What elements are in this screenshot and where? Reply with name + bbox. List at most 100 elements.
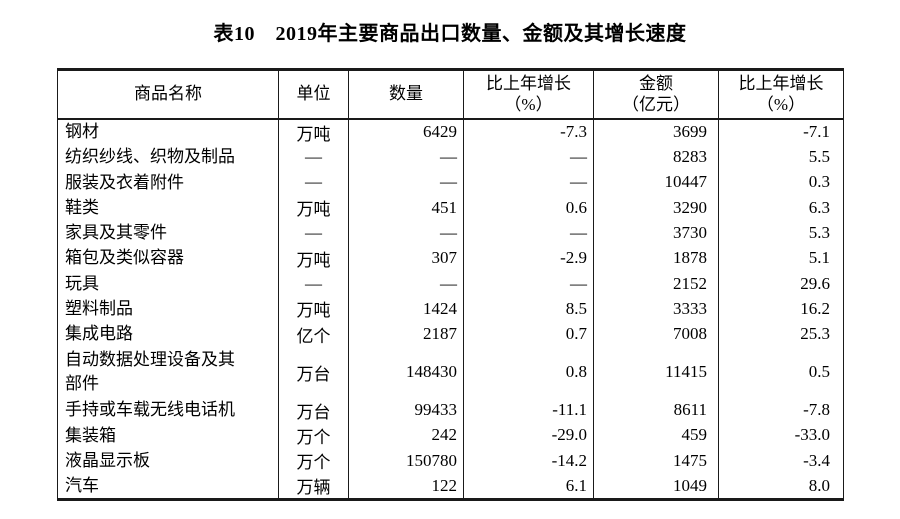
cell-unit: 万吨 xyxy=(278,296,349,322)
cell-unit: 万个 xyxy=(278,422,349,449)
cell-value-growth: 8.0 xyxy=(718,473,844,500)
cell-value: 459 xyxy=(593,422,719,449)
cell-quantity-growth: 6.1 xyxy=(463,473,594,500)
cell-value-growth: 25.3 xyxy=(718,321,844,347)
table-row: 自动数据处理设备及其 部件 万台 148430 0.8 11415 0.5 xyxy=(57,346,844,398)
cell-quantity-growth: 0.7 xyxy=(463,321,594,347)
cell-name: 纺织纱线、织物及制品 xyxy=(57,144,279,170)
cell-quantity-growth: — xyxy=(463,270,594,297)
cell-name: 液晶显示板 xyxy=(57,448,279,474)
cell-name: 服装及衣着附件 xyxy=(57,169,279,196)
table-row: 家具及其零件 — — —3730 5.3 xyxy=(57,220,844,246)
cell-name: 集装箱 xyxy=(57,422,279,449)
cell-value: 3699 xyxy=(593,118,719,145)
cell-value-growth: -33.0 xyxy=(718,422,844,449)
cell-unit: — xyxy=(278,144,349,170)
cell-quantity-growth: -14.2 xyxy=(463,448,594,474)
cell-value-growth: 5.3 xyxy=(718,220,844,246)
table-row: 液晶显示板 万个 150780 -14.2 1475 -3.4 xyxy=(57,448,844,474)
cell-unit: 万个 xyxy=(278,448,349,474)
cell-value: 1049 xyxy=(593,473,719,500)
cell-name: 自动数据处理设备及其 部件 xyxy=(57,346,279,398)
table-row: 手持或车载无线电话机 万台 99433 -11.1 8611 -7.8 xyxy=(57,397,844,423)
cell-quantity: 451 xyxy=(348,195,464,221)
cell-value: 3730 xyxy=(593,220,719,246)
cell-quantity-growth: — xyxy=(463,144,594,170)
cell-value-growth: -3.4 xyxy=(718,448,844,474)
cell-value: 1878 xyxy=(593,245,719,271)
table-row: 玩具 — — —2152 29.6 xyxy=(57,270,844,297)
cell-quantity: — xyxy=(348,169,464,196)
cell-quantity: 307 xyxy=(348,245,464,271)
cell-quantity: 2187 xyxy=(348,321,464,347)
table-title: 表10 2019年主要商品出口数量、金额及其增长速度 xyxy=(213,23,687,45)
cell-value-growth: 16.2 xyxy=(718,296,844,322)
cell-quantity-growth: — xyxy=(463,169,594,196)
column-header-value: 金额 （亿元） xyxy=(593,69,719,119)
table-header-row: 商品名称 单位 数量 比上年增长 （%） 金额 （亿元） 比上年增长 （%） xyxy=(57,69,844,119)
cell-value-growth: 5.1 xyxy=(718,245,844,271)
cell-unit: 万吨 xyxy=(278,118,349,145)
cell-name: 钢材 xyxy=(57,118,279,145)
cell-unit: 万辆 xyxy=(278,473,349,500)
cell-unit: 万吨 xyxy=(278,245,349,271)
table-row: 汽车 万辆 122 6.1 1049 8.0 xyxy=(57,473,844,500)
cell-quantity: 122 xyxy=(348,473,464,500)
cell-value: 7008 xyxy=(593,321,719,347)
export-commodities-table: 商品名称 单位 数量 比上年增长 （%） 金额 （亿元） 比上年增长 （%） 钢材 万吨 6429-… xyxy=(57,68,844,502)
cell-value: 3333 xyxy=(593,296,719,322)
cell-name: 箱包及类似容器 xyxy=(57,245,279,271)
cell-quantity: — xyxy=(348,220,464,246)
cell-name: 玩具 xyxy=(57,270,279,297)
cell-quantity-growth: 0.8 xyxy=(463,346,594,398)
cell-quantity-growth: 0.6 xyxy=(463,195,594,221)
cell-quantity: 150780 xyxy=(348,448,464,474)
column-header-unit: 单位 xyxy=(278,69,349,119)
table-row: 塑料制品 万吨 1424 8.5 3333 16.2 xyxy=(57,296,844,322)
column-header-value-growth: 比上年增长 （%） xyxy=(718,69,844,119)
cell-unit: 万吨 xyxy=(278,195,349,221)
cell-value: 3290 xyxy=(593,195,719,221)
table-row: 箱包及类似容器 万吨 307 -2.9 1878 5.1 xyxy=(57,245,844,271)
cell-value-growth: -7.8 xyxy=(718,397,844,423)
cell-value-growth: 6.3 xyxy=(718,195,844,221)
cell-quantity: 242 xyxy=(348,422,464,449)
cell-name: 塑料制品 xyxy=(57,296,279,322)
cell-quantity: 99433 xyxy=(348,397,464,423)
cell-quantity: — xyxy=(348,270,464,297)
column-header-quantity-growth: 比上年增长 （%） xyxy=(463,69,594,119)
table-body: 钢材 万吨 6429 -7.3 3699 -7.1 纺织纱线、织物及制品 — — —8283 5.5… xyxy=(57,118,844,500)
cell-name: 集成电路 xyxy=(57,321,279,347)
cell-quantity-growth: -11.1 xyxy=(463,397,594,423)
cell-quantity: 6429 xyxy=(348,118,464,145)
cell-unit: — xyxy=(278,169,349,196)
cell-quantity-growth: -2.9 xyxy=(463,245,594,271)
cell-value-growth: 29.6 xyxy=(718,270,844,297)
cell-value: 2152 xyxy=(593,270,719,297)
cell-quantity-growth: -29.0 xyxy=(463,422,594,449)
cell-quantity-growth: — xyxy=(463,220,594,246)
cell-value-growth: -7.1 xyxy=(718,118,844,145)
cell-quantity: 148430 xyxy=(348,346,464,398)
cell-name: 汽车 xyxy=(57,473,279,500)
cell-value: 11415 xyxy=(593,346,719,398)
table-row: 纺织纱线、织物及制品 — — —8283 5.5 xyxy=(57,144,844,170)
table-row: 集成电路 亿个 2187 0.7 7008 25.3 xyxy=(57,321,844,347)
table-row: 集装箱 万个 242 -29.0 459 -33.0 xyxy=(57,422,844,449)
cell-name: 鞋类 xyxy=(57,195,279,221)
cell-unit: — xyxy=(278,270,349,297)
cell-unit: 万台 xyxy=(278,397,349,423)
cell-unit: 亿个 xyxy=(278,321,349,347)
cell-unit: — xyxy=(278,220,349,246)
cell-name: 手持或车载无线电话机 xyxy=(57,397,279,423)
cell-quantity: 1424 xyxy=(348,296,464,322)
table-header: 商品名称 单位 数量 比上年增长 （%） 金额 （亿元） 比上年增长 （%） xyxy=(57,69,844,119)
table-row: 服装及衣着附件 — — —10447 0.3 xyxy=(57,169,844,196)
cell-quantity: — xyxy=(348,144,464,170)
table-row: 钢材 万吨 6429 -7.3 3699 -7.1 xyxy=(57,118,844,145)
cell-value: 8611 xyxy=(593,397,719,423)
cell-value: 10447 xyxy=(593,169,719,196)
cell-value-growth: 0.3 xyxy=(718,169,844,196)
cell-quantity-growth: -7.3 xyxy=(463,118,594,145)
